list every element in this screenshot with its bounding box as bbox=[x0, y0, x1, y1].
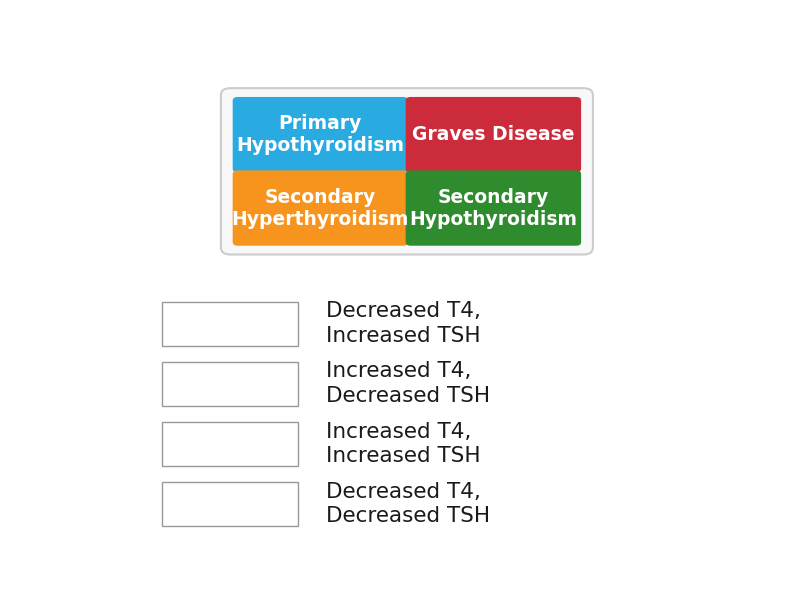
FancyBboxPatch shape bbox=[406, 97, 581, 172]
Text: Decreased T4,
Decreased TSH: Decreased T4, Decreased TSH bbox=[326, 482, 490, 526]
Text: Primary
Hypothyroidism: Primary Hypothyroidism bbox=[237, 114, 405, 155]
FancyBboxPatch shape bbox=[162, 362, 298, 406]
Text: Graves Disease: Graves Disease bbox=[412, 125, 574, 144]
FancyBboxPatch shape bbox=[162, 482, 298, 526]
FancyBboxPatch shape bbox=[221, 88, 593, 254]
Text: Increased T4,
Decreased TSH: Increased T4, Decreased TSH bbox=[326, 361, 490, 406]
Text: Secondary
Hypothyroidism: Secondary Hypothyroidism bbox=[410, 188, 578, 229]
FancyBboxPatch shape bbox=[233, 170, 408, 246]
Text: Increased T4,
Increased TSH: Increased T4, Increased TSH bbox=[326, 422, 481, 466]
FancyBboxPatch shape bbox=[162, 302, 298, 346]
Text: Decreased T4,
Increased TSH: Decreased T4, Increased TSH bbox=[326, 301, 481, 346]
FancyBboxPatch shape bbox=[406, 170, 581, 246]
Text: Secondary
Hyperthyroidism: Secondary Hyperthyroidism bbox=[232, 188, 409, 229]
FancyBboxPatch shape bbox=[162, 422, 298, 466]
FancyBboxPatch shape bbox=[233, 97, 408, 172]
